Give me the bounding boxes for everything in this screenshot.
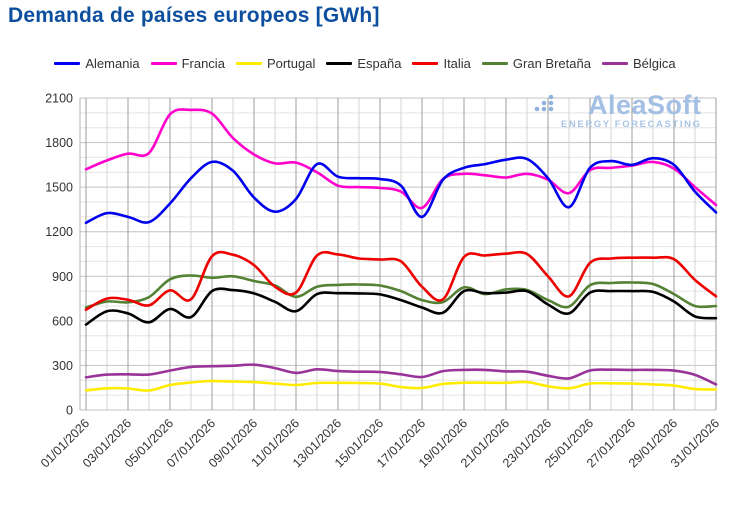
series-line-alemania (84, 156, 718, 225)
y-axis-labels: 0 300 600 900 1200 1500 1800 2100 (45, 92, 73, 418)
series-line-francia (84, 108, 718, 210)
legend-swatch-portugal (235, 62, 262, 65)
legend-swatch-francia (150, 62, 177, 65)
series-line-espana (84, 287, 718, 326)
y-tick-label: 300 (52, 359, 73, 373)
legend-label: Bélgica (632, 56, 676, 71)
legend-swatch-belgica (601, 62, 628, 65)
legend-swatch-gran-bretana (481, 62, 508, 65)
legend-swatch-italia (412, 62, 439, 65)
y-tick-label: 0 (66, 404, 73, 418)
legend-item-francia[interactable]: Francia (150, 56, 225, 71)
legend-item-alemania[interactable]: Alemania (54, 56, 140, 71)
gridlines (79, 97, 717, 411)
y-tick-label: 900 (52, 270, 73, 284)
x-axis-labels: 01/01/202603/01/202605/01/202607/01/2026… (38, 416, 722, 470)
series-line-belgica (84, 363, 718, 386)
chart-legend: Alemania Francia Portugal España Italia Gran … (0, 56, 730, 71)
legend-item-gran-bretana[interactable]: Gran Bretaña (481, 56, 591, 71)
legend-item-portugal[interactable]: Portugal (235, 56, 316, 71)
legend-item-belgica[interactable]: Bélgica (601, 56, 676, 71)
legend-swatch-alemania (54, 62, 81, 65)
chart-title: Demanda de países europeos [GWh] (8, 4, 380, 27)
series-lines (84, 108, 718, 392)
legend-label: Alemania (85, 56, 140, 71)
y-tick-label: 1500 (45, 181, 73, 195)
series-line-gran-bretana (84, 274, 718, 309)
legend-label: Portugal (266, 56, 316, 71)
y-tick-label: 600 (52, 314, 73, 328)
legend-label: Gran Bretaña (512, 56, 591, 71)
legend-label: Francia (181, 56, 225, 71)
legend-item-italia[interactable]: Italia (412, 56, 471, 71)
series-line-portugal (84, 379, 718, 392)
legend-item-espana[interactable]: España (326, 56, 401, 71)
series-line-italia (84, 250, 718, 312)
legend-label: Italia (443, 56, 471, 71)
y-tick-label: 1200 (45, 225, 73, 239)
y-tick-label: 2100 (45, 92, 73, 106)
legend-swatch-espana (326, 62, 353, 65)
legend-label: España (357, 56, 402, 71)
y-tick-label: 1800 (45, 136, 73, 150)
